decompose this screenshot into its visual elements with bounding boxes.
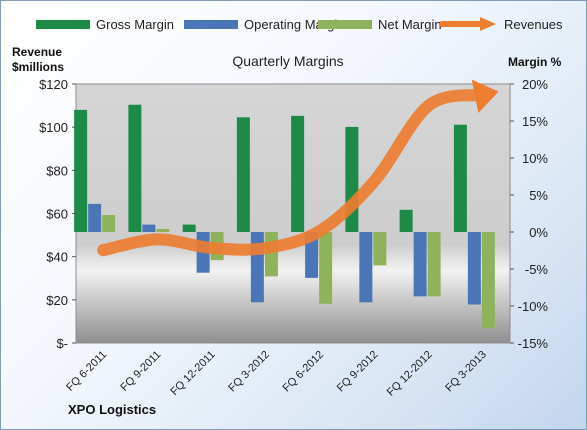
revenue-point [103, 250, 104, 251]
bar-operating-margin [359, 232, 373, 303]
bar-operating-margin [88, 203, 102, 232]
right-axis-tick-label: 5% [529, 188, 548, 203]
left-axis-tick-label: $60 [46, 207, 68, 222]
right-axis-tick-label: -15% [518, 336, 549, 351]
legend-revenues: Revenues [440, 12, 563, 36]
left-axis-tick-label: $80 [46, 163, 68, 178]
revenue-point [320, 230, 321, 231]
bar-gross-margin [182, 224, 196, 232]
category-tick-label: FQ 6-2011 [64, 349, 109, 394]
legend-label-net-margin: Net Margin [378, 16, 442, 32]
category-tick-label: FQ 12-2011 [168, 349, 217, 398]
category-tick-label: FQ 3-2012 [226, 349, 272, 395]
legend-label-revenues: Revenues [504, 16, 563, 32]
right-axis-tick-label: -10% [518, 299, 549, 314]
legend-swatch-net-margin [318, 19, 372, 29]
left-axis-tick-label: $120 [39, 77, 68, 92]
bar-operating-margin [467, 232, 481, 305]
bar-net-margin [156, 229, 170, 232]
category-tick-label: FQ 3-2013 [443, 349, 489, 395]
right-axis-tick-label: 15% [522, 114, 548, 129]
bar-net-margin [264, 232, 278, 277]
chart-title: Quarterly Margins [232, 53, 344, 69]
bar-gross-margin [453, 124, 467, 232]
left-axis-label-line1: Revenue [12, 45, 63, 59]
bar-net-margin [481, 232, 495, 329]
bar-gross-margin [399, 209, 413, 232]
bar-gross-margin [291, 115, 305, 232]
revenue-arrowhead [471, 79, 499, 114]
bar-net-margin [427, 232, 441, 297]
right-axis-label: Margin % [508, 55, 562, 69]
bar-gross-margin [74, 109, 88, 232]
right-axis-tick-label: 10% [522, 151, 548, 166]
legend-swatch-gross-margin [36, 19, 90, 29]
legend-swatch-operating-margin [184, 19, 238, 29]
bar-gross-margin [236, 117, 250, 232]
right-axis-tick-label: -5% [525, 262, 549, 277]
bar-gross-margin [128, 104, 142, 232]
bar-net-margin [373, 232, 387, 266]
revenue-point [265, 248, 266, 249]
category-tick-label: FQ 12-2012 [385, 349, 435, 399]
left-axis-tick-label: $100 [39, 120, 68, 135]
left-axis-tick-label: $40 [46, 250, 68, 265]
left-axis-tick-label: $20 [46, 293, 68, 308]
legend-label-gross-margin: Gross Margin [96, 16, 175, 32]
category-tick-label: FQ 9-2011 [118, 349, 163, 394]
bar-net-margin [102, 214, 116, 232]
revenue-point [157, 239, 158, 240]
revenue-point [211, 248, 212, 249]
category-tick-label: FQ 9-2012 [335, 349, 381, 395]
left-axis-label: Revenue $millions [12, 45, 64, 75]
bar-operating-margin [413, 232, 427, 297]
revenue-point [374, 181, 375, 182]
right-axis-tick-label: 20% [522, 77, 548, 92]
left-axis-label-line2: $millions [12, 60, 65, 74]
legend-arrow-icon [440, 17, 496, 31]
revenue-point [428, 105, 429, 106]
bar-operating-margin [142, 224, 156, 232]
legend-net-margin: Net Margin [318, 12, 442, 36]
revenue-line [97, 88, 489, 257]
company-label: XPO Logistics [68, 402, 157, 417]
legend-gross-margin: Gross Margin [36, 12, 174, 36]
bar-net-margin [319, 232, 333, 304]
category-tick-label: FQ 6-2012 [281, 349, 327, 395]
right-axis-tick-label: 0% [529, 225, 548, 240]
left-axis-tick-label: $- [56, 336, 68, 351]
